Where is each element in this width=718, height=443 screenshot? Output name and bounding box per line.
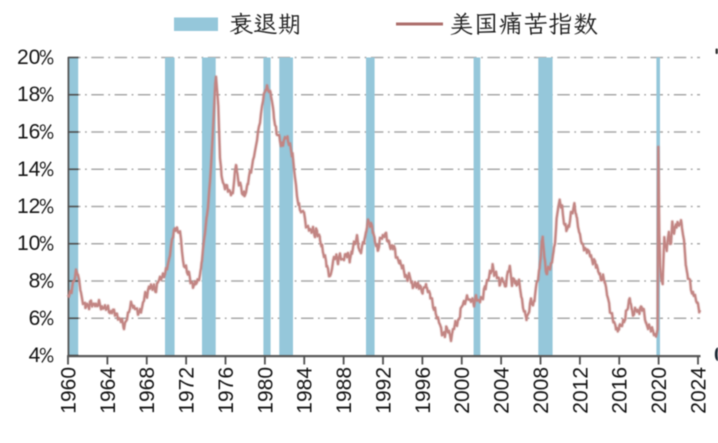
svg-text:2016: 2016 — [609, 367, 632, 414]
svg-text:14: 14 — [17, 158, 41, 181]
svg-text:2020: 2020 — [648, 367, 671, 414]
svg-text:1980: 1980 — [254, 367, 277, 414]
svg-text:10: 10 — [17, 232, 40, 255]
svg-text:20: 20 — [17, 46, 40, 69]
svg-text:0: 0 — [714, 344, 718, 367]
svg-text:1960: 1960 — [57, 367, 80, 414]
svg-text:12: 12 — [17, 195, 40, 218]
svg-text:1996: 1996 — [412, 367, 435, 414]
svg-text:18: 18 — [17, 83, 40, 106]
svg-text:1964: 1964 — [97, 367, 120, 414]
svg-text:6: 6 — [29, 307, 41, 330]
svg-text:2004: 2004 — [491, 367, 514, 414]
svg-text:1968: 1968 — [136, 367, 159, 414]
svg-text:1972: 1972 — [176, 367, 199, 414]
svg-text:16: 16 — [17, 121, 40, 144]
svg-text:2024: 2024 — [687, 367, 710, 414]
svg-text:1976: 1976 — [215, 367, 238, 414]
svg-text:2008: 2008 — [530, 367, 553, 414]
svg-text:1988: 1988 — [333, 367, 356, 414]
svg-text:1984: 1984 — [294, 367, 317, 414]
svg-text:8: 8 — [29, 270, 41, 293]
svg-text:1992: 1992 — [372, 367, 395, 414]
svg-text:4: 4 — [29, 344, 41, 367]
svg-text:2012: 2012 — [569, 367, 592, 414]
svg-text:2000: 2000 — [451, 367, 474, 414]
